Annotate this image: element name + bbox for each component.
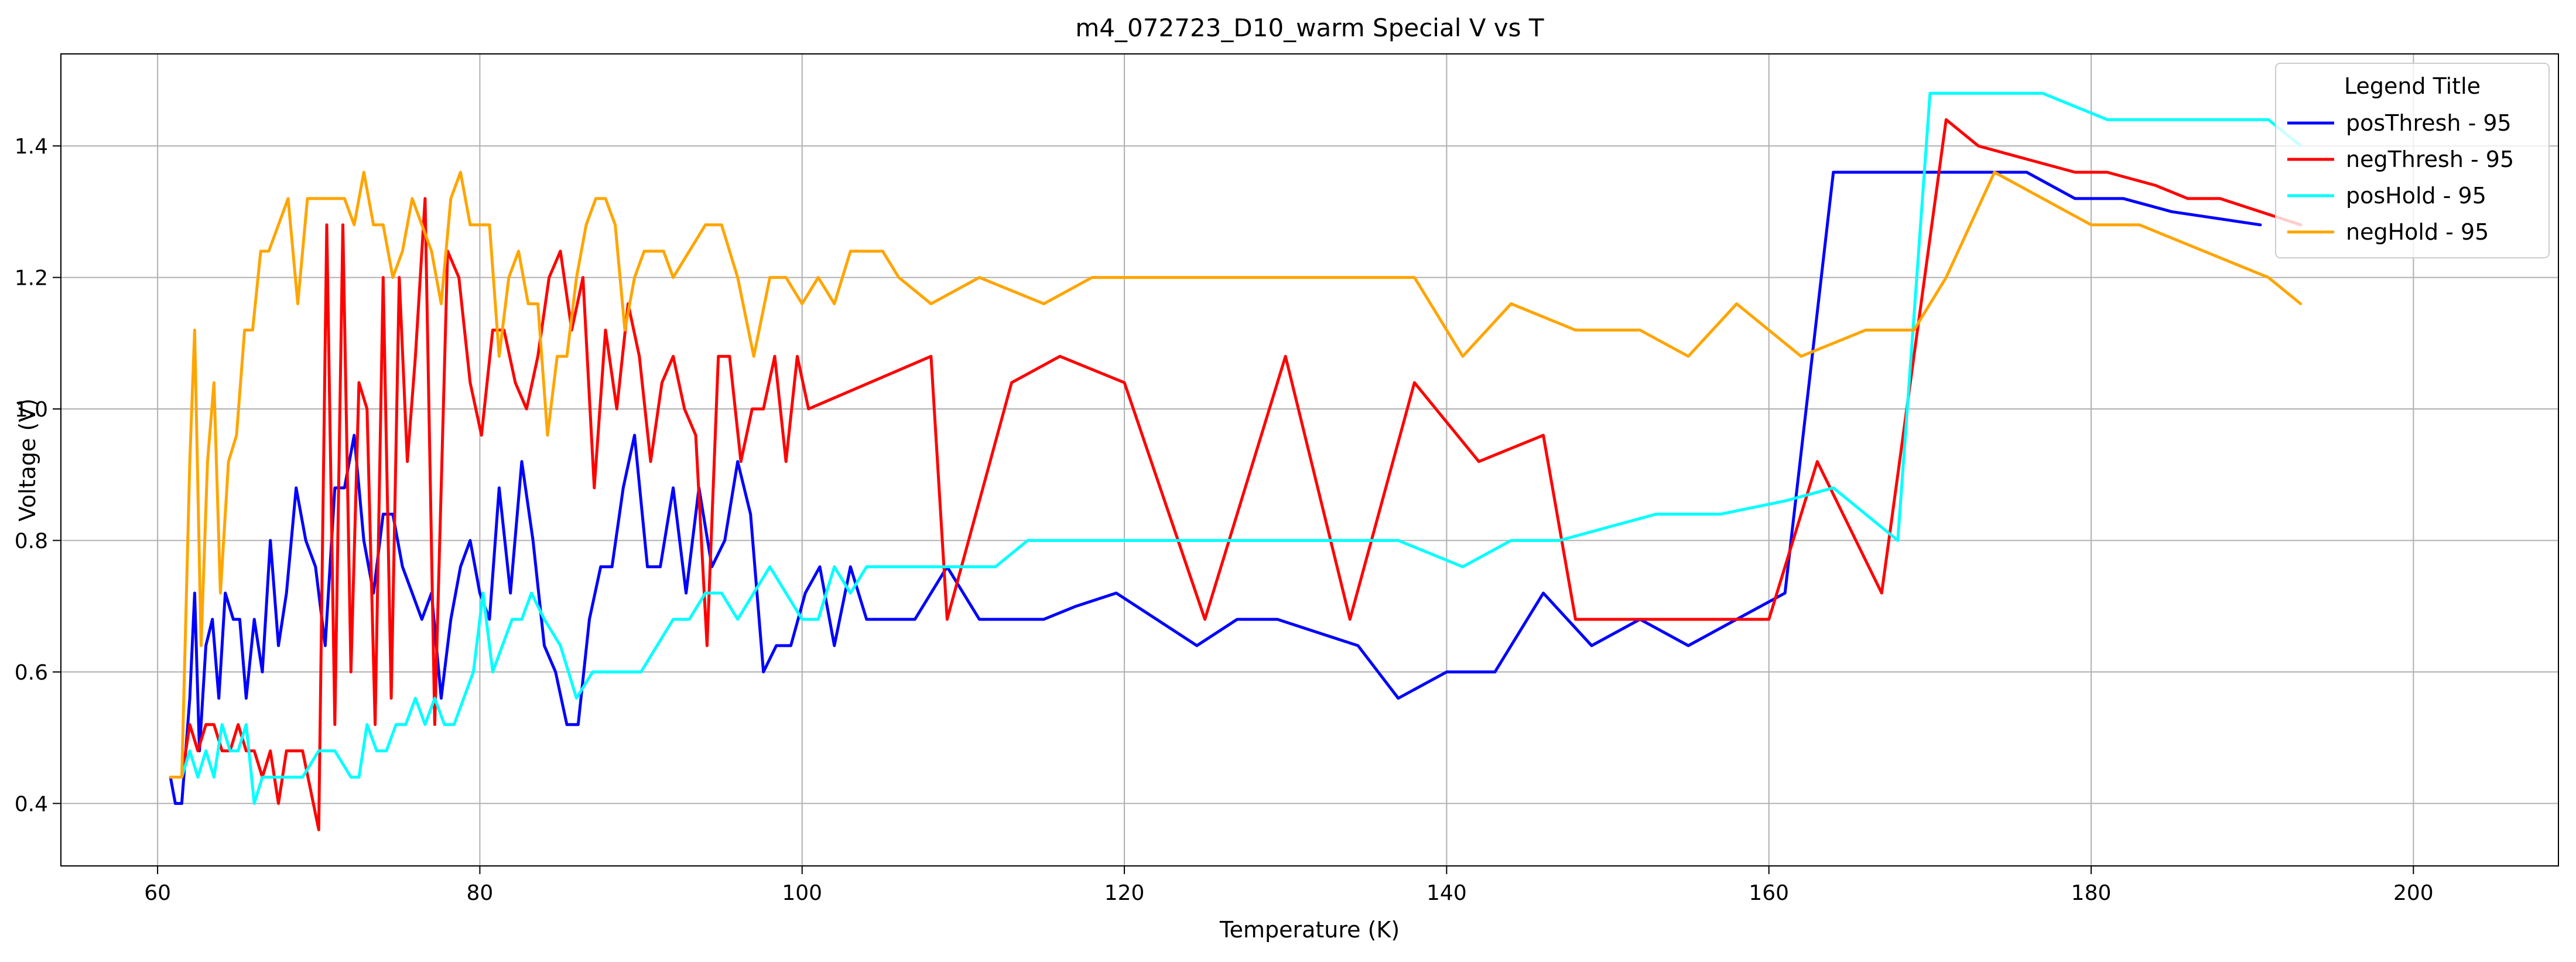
y-axis-label: Voltage (V) xyxy=(15,398,40,521)
series-line-1 xyxy=(169,118,2303,831)
series-line-0 xyxy=(169,170,2262,805)
y-tick-label: 0.4 xyxy=(15,792,48,816)
series-lines xyxy=(169,91,2303,831)
x-tick-label: 160 xyxy=(1749,881,1789,905)
x-tick-label: 200 xyxy=(2393,881,2434,905)
x-tick-label: 80 xyxy=(467,881,494,905)
legend: Legend Title posThresh - 95 negThresh - 9… xyxy=(2275,63,2550,258)
x-tick-label: 140 xyxy=(1426,881,1467,905)
legend-label-3: negHold - 95 xyxy=(2346,219,2489,245)
legend-box xyxy=(2275,63,2550,258)
y-tick-label: 1.0 xyxy=(15,398,48,422)
y-tick-label: 0.8 xyxy=(15,529,48,553)
y-tick-label: 1.2 xyxy=(15,267,48,291)
legend-label-0: posThresh - 95 xyxy=(2346,110,2512,136)
x-axis-label: Temperature (K) xyxy=(1219,917,1400,943)
plot-area-frame xyxy=(60,53,2559,867)
y-tick-label: 1.4 xyxy=(15,135,48,159)
axis-ticks: 60 80 100 120 140 160 180 200 0.4 0.6 0.8 1.0 1.2 1.4 xyxy=(15,135,2434,905)
x-tick-label: 60 xyxy=(144,881,171,905)
legend-title: Legend Title xyxy=(2344,73,2481,99)
series-line-2 xyxy=(169,91,2303,805)
legend-label-2: posHold - 95 xyxy=(2346,183,2486,209)
legend-label-1: negThresh - 95 xyxy=(2346,146,2514,172)
x-tick-label: 100 xyxy=(782,881,822,905)
x-tick-label: 120 xyxy=(1104,881,1145,905)
series-line-3 xyxy=(169,170,2303,779)
y-tick-label: 0.6 xyxy=(15,661,48,685)
chart-title: m4_072723_D10_warm Special V vs T xyxy=(1075,13,1544,42)
x-tick-label: 180 xyxy=(2071,881,2112,905)
